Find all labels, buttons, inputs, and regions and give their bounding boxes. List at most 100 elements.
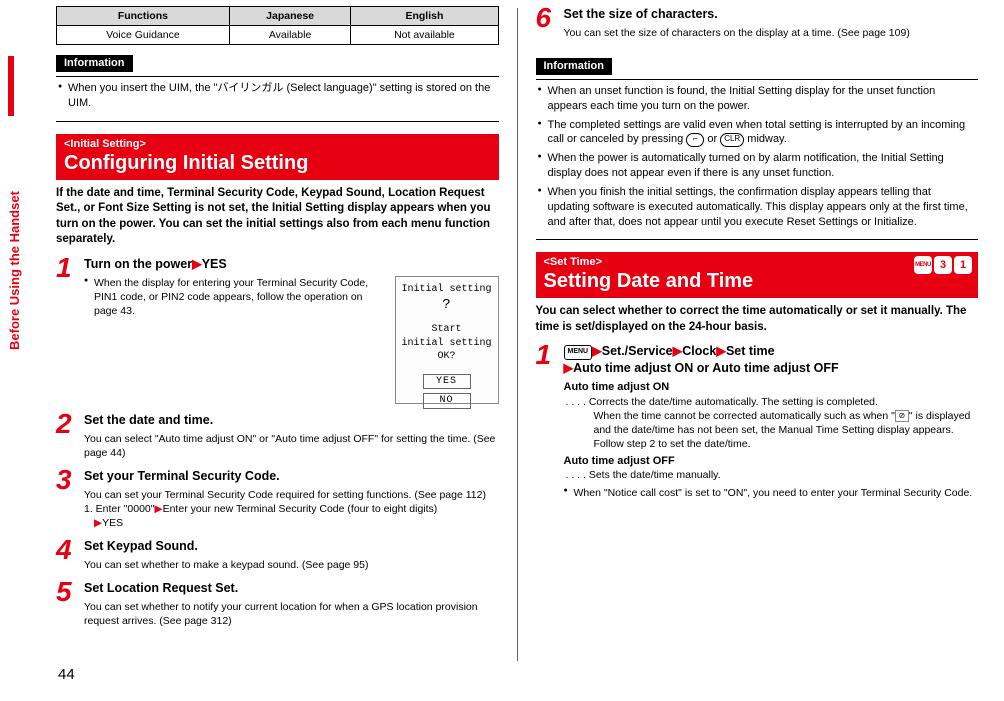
antenna-icon: ⊘ xyxy=(895,410,909,422)
menu-key-icon: MENU xyxy=(564,345,593,360)
step-num: 1 xyxy=(536,343,558,501)
ss-yes-button: YES xyxy=(423,374,471,390)
right-step-1: 1 MENU▶Set./Service▶Clock▶Set time ▶Auto… xyxy=(536,343,979,501)
info-item: The completed settings are valid even wh… xyxy=(538,118,977,148)
step-num: 2 xyxy=(56,412,78,460)
column-divider xyxy=(517,8,518,661)
step-num: 3 xyxy=(56,468,78,530)
section-lead: If the date and time, Terminal Security … xyxy=(56,186,499,248)
left-column: Functions Japanese English Voice Guidanc… xyxy=(56,6,499,691)
step-desc: You can set the size of characters on th… xyxy=(564,26,979,40)
info-item: When you finish the initial settings, th… xyxy=(538,185,977,230)
ss-no-button: NO xyxy=(423,393,471,409)
arrow-icon: ▶ xyxy=(155,503,163,515)
i2b: or xyxy=(704,133,720,145)
step-desc: You can set whether to make a keypad sou… xyxy=(84,558,499,572)
opt-on-desc2a: When the time cannot be corrected automa… xyxy=(594,410,895,422)
td-en: Not available xyxy=(351,26,498,45)
step-2: 2 Set the date and time. You can select … xyxy=(56,412,499,460)
opt-on-desc-text: . . . . Corrects the date/time automatic… xyxy=(566,396,878,408)
section-tag: <Initial Setting> xyxy=(64,137,491,152)
arrow-icon: ▶ xyxy=(592,344,602,358)
arrow-icon: ▶ xyxy=(673,344,683,358)
side-tab-label: Before Using the Handset xyxy=(6,126,26,416)
section-lead: You can select whether to correct the ti… xyxy=(536,304,979,335)
info-item: When the power is automatically turned o… xyxy=(538,151,977,181)
arrow-icon: ▶ xyxy=(716,344,726,358)
table-row: Voice Guidance Available Not available xyxy=(57,26,499,45)
step1-title-a: Turn on the power xyxy=(84,257,192,271)
step-1: 1 Turn on the power▶YES Initial setting … xyxy=(56,256,499,404)
td-jp: Available xyxy=(229,26,351,45)
step-note: When "Notice call cost" is set to "ON", … xyxy=(564,486,979,500)
opt-on-desc2: When the time cannot be corrected automa… xyxy=(566,409,979,452)
th-japanese: Japanese xyxy=(229,7,351,26)
side-tab: Before Using the Handset xyxy=(6,56,26,416)
td-func: Voice Guidance xyxy=(57,26,230,45)
path-set-time: Set time xyxy=(726,344,775,358)
section-tag: <Set Time> xyxy=(544,255,971,270)
key-1-icon: 1 xyxy=(954,256,972,274)
step3-desc-b1: 1. Enter "0000" xyxy=(84,503,155,515)
information-header: Information xyxy=(56,55,133,72)
info-item: When you insert the UIM, the "バイリンガル (Se… xyxy=(58,81,497,111)
option-off-label: Auto time adjust OFF xyxy=(564,454,979,469)
section-initial-setting: <Initial Setting> Configuring Initial Se… xyxy=(56,134,499,180)
step-num: 5 xyxy=(56,580,78,628)
step3-desc-b2: Enter your new Terminal Security Code (f… xyxy=(163,503,438,515)
step-4: 4 Set Keypad Sound. You can set whether … xyxy=(56,538,499,572)
ss-line4: OK? xyxy=(396,350,498,364)
step1-desc: When the display for entering your Termi… xyxy=(84,276,499,319)
menu-key-icon: MENU xyxy=(914,256,932,274)
step-desc: You can select "Auto time adjust ON" or … xyxy=(84,432,499,460)
option-off-desc: . . . . Sets the date/time manually. xyxy=(564,468,979,482)
option-on-label: Auto time adjust ON xyxy=(564,380,979,395)
right-column: 6 Set the size of characters. You can se… xyxy=(536,6,979,691)
step-title: Turn on the power▶YES xyxy=(84,256,499,273)
step-num: 1 xyxy=(56,256,78,404)
step3-desc-b3: YES xyxy=(102,517,123,529)
step-title: Set the size of characters. xyxy=(564,6,979,23)
step-desc: You can set whether to notify your curre… xyxy=(84,600,499,628)
step-title: MENU▶Set./Service▶Clock▶Set time ▶Auto t… xyxy=(564,343,979,377)
functions-table: Functions Japanese English Voice Guidanc… xyxy=(56,6,499,45)
step-num: 6 xyxy=(536,6,558,40)
step-6: 6 Set the size of characters. You can se… xyxy=(536,6,979,40)
step-title: Set Location Request Set. xyxy=(84,580,499,597)
ss-line2: Start xyxy=(396,323,498,337)
information-box: When you insert the UIM, the "バイリンガル (Se… xyxy=(56,76,499,122)
step3-desc-a: You can set your Terminal Security Code … xyxy=(84,489,486,501)
key-3-icon: 3 xyxy=(934,256,952,274)
hangup-key-icon: ⌐ xyxy=(686,133,704,147)
clr-key-icon: CLR xyxy=(720,133,744,147)
section-title: Configuring Initial Setting xyxy=(64,152,308,174)
arrow-icon: ▶ xyxy=(564,361,574,375)
arrow-icon: ▶ xyxy=(94,517,102,529)
page: Functions Japanese English Voice Guidanc… xyxy=(40,0,994,701)
i2c: midway. xyxy=(744,133,787,145)
ss-line3: initial setting xyxy=(396,337,498,351)
section-title: Setting Date and Time xyxy=(544,270,754,292)
information-box: When an unset function is found, the Ini… xyxy=(536,79,979,241)
step-desc: You can set your Terminal Security Code … xyxy=(84,488,499,531)
info-item: When an unset function is found, the Ini… xyxy=(538,84,977,114)
section-set-time: <Set Time> Setting Date and Time MENU 3 … xyxy=(536,252,979,298)
information-header: Information xyxy=(536,58,613,75)
step-title: Set Keypad Sound. xyxy=(84,538,499,555)
th-functions: Functions xyxy=(57,7,230,26)
step1-title-b: YES xyxy=(202,257,227,271)
step-3: 3 Set your Terminal Security Code. You c… xyxy=(56,468,499,530)
path-auto-time: Auto time adjust ON or Auto time adjust … xyxy=(573,361,839,375)
step-num: 4 xyxy=(56,538,78,572)
step-title: Set the date and time. xyxy=(84,412,499,429)
side-stripe xyxy=(8,56,14,116)
step-title: Set your Terminal Security Code. xyxy=(84,468,499,485)
path-set-service: Set./Service xyxy=(602,344,673,358)
arrow-icon: ▶ xyxy=(192,257,202,271)
path-clock: Clock xyxy=(682,344,716,358)
step-5: 5 Set Location Request Set. You can set … xyxy=(56,580,499,628)
th-english: English xyxy=(351,7,498,26)
header-key-icons: MENU 3 1 xyxy=(914,256,972,274)
page-number: 44 xyxy=(58,665,75,685)
option-on-desc: . . . . Corrects the date/time automatic… xyxy=(564,395,979,452)
